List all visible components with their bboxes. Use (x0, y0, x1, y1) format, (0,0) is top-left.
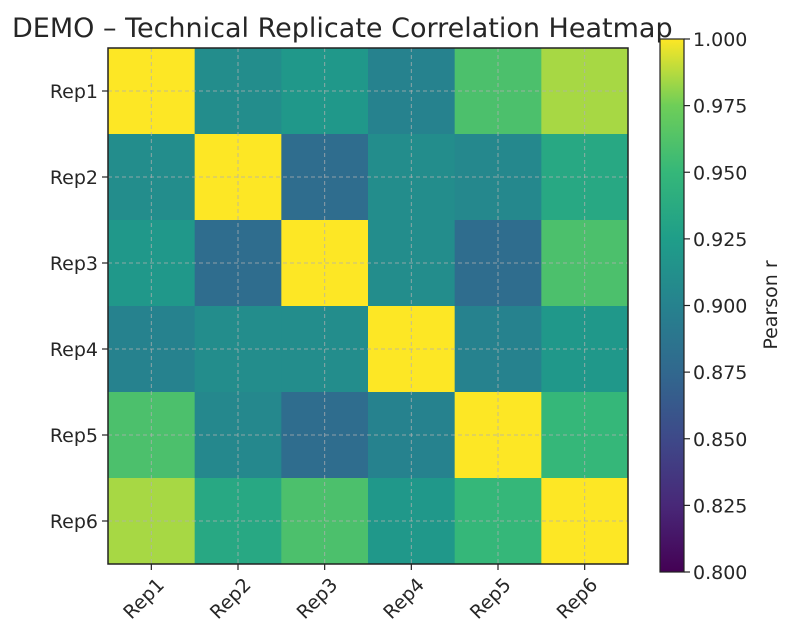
colorbar-label: Pearson r (760, 260, 782, 350)
chart-title: DEMO – Technical Replicate Correlation H… (12, 13, 673, 44)
y-tick-label-rep5: Rep5 (50, 425, 98, 447)
colorbar-tick-label: 0.825 (693, 495, 747, 517)
colorbar-tick-label: 0.925 (693, 229, 747, 251)
x-tick-label-rep3: Rep3 (293, 574, 343, 624)
heatmap-cells (108, 48, 629, 565)
x-tick-label-rep1: Rep1 (119, 574, 169, 624)
y-tick-label-rep6: Rep6 (50, 511, 98, 533)
y-tick-label-rep1: Rep1 (50, 81, 98, 103)
plot-frame (107, 47, 629, 565)
y-tick-label-rep2: Rep2 (50, 167, 98, 189)
y-axis-ticks: Rep1 Rep2 Rep3 Rep4 Rep5 Rep6 (50, 81, 108, 533)
y-tick-label-rep3: Rep3 (50, 253, 98, 275)
x-axis-ticks: Rep1 Rep2 Rep3 Rep4 Rep5 Rep6 (119, 564, 602, 624)
x-tick-label-rep5: Rep5 (466, 574, 516, 624)
heatmap-cell-rep3-rep5 (454, 220, 542, 307)
colorbar (659, 38, 685, 573)
colorbar-tick-label: 0.850 (693, 429, 747, 451)
colorbar-tick-label: 1.000 (693, 29, 747, 51)
colorbar-tick-label: 0.950 (693, 162, 747, 184)
colorbar-ticks: 0.800 0.825 0.850 0.875 0.900 0.925 0.950 0.975… (684, 29, 747, 584)
colorbar-tick-label: 0.975 (693, 96, 747, 118)
x-tick-label-rep6: Rep6 (553, 574, 603, 624)
x-tick-label-rep2: Rep2 (206, 574, 256, 624)
heatmap-grid (108, 48, 628, 564)
colorbar-tick-label: 0.900 (693, 296, 747, 318)
colorbar-tick-label: 0.800 (693, 562, 747, 584)
x-tick-label-rep4: Rep4 (379, 574, 429, 624)
colorbar-tick-label: 0.875 (693, 362, 747, 384)
y-tick-label-rep4: Rep4 (50, 339, 98, 361)
